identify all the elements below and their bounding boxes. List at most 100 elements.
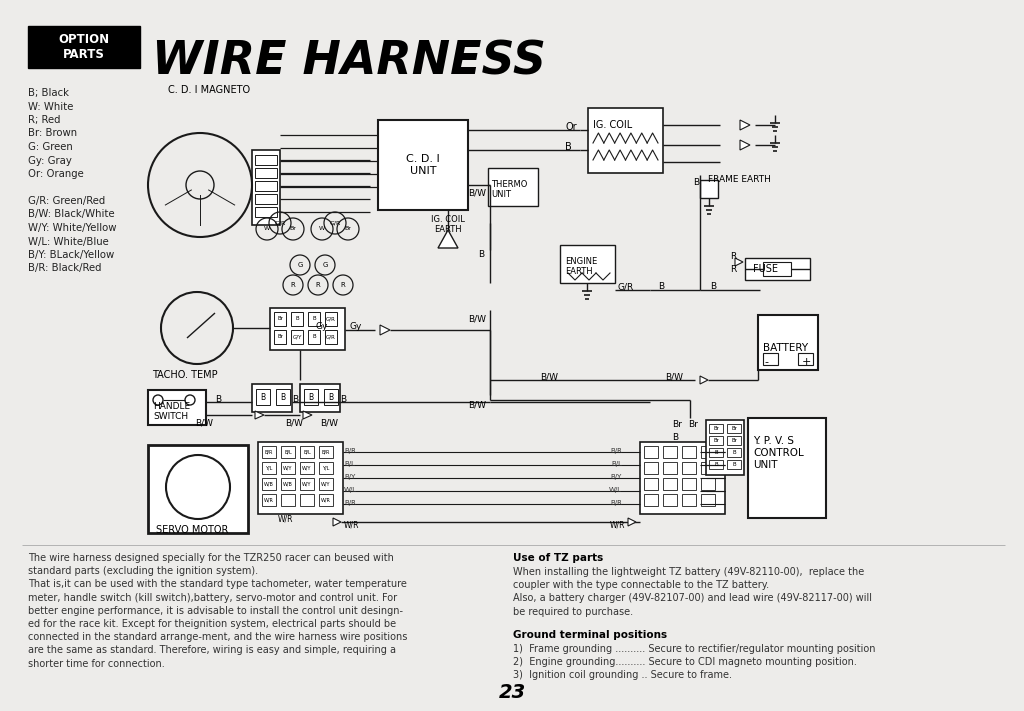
Text: coupler with the type connectable to the TZ battery.: coupler with the type connectable to the… [513,580,769,590]
Bar [281,446,295,458]
Text: G/R: G/R [330,220,341,225]
Bar [644,446,658,458]
Bar [274,330,286,344]
Bar [281,462,295,474]
Text: B; Black: B; Black [28,88,69,98]
Bar [640,442,725,514]
Polygon shape [735,258,743,266]
Bar [709,424,723,433]
Bar [763,353,778,365]
Bar [709,460,723,469]
Text: Gy: Gy [315,322,328,331]
Polygon shape [438,230,458,248]
Text: B/W: B/W [665,372,683,381]
Bar [727,436,741,445]
Text: SERVO MOTOR: SERVO MOTOR [156,525,228,535]
Bar [258,442,343,514]
Text: B: B [693,178,699,187]
Text: R: R [730,265,736,274]
Polygon shape [380,325,390,335]
Polygon shape [628,518,636,526]
Bar [252,150,280,225]
Bar [255,207,278,217]
Bar [709,436,723,445]
Text: are the same as standard. Therefore, wiring is easy and simple, requiring a: are the same as standard. Therefore, wir… [28,646,396,656]
Bar [270,308,345,350]
Text: be required to purchase.: be required to purchase. [513,606,633,616]
Bar [300,494,314,506]
Text: HANDLE
SWITCH: HANDLE SWITCH [153,402,190,422]
Text: Br: Br [713,425,719,430]
Bar [644,494,658,506]
Text: B: B [295,316,299,321]
Text: W: White: W: White [28,102,74,112]
Text: R; Red: R; Red [28,115,60,125]
Text: W: W [264,227,270,232]
Bar [588,108,663,173]
Text: B/R: Black/Red: B/R: Black/Red [28,264,101,274]
Text: W/Y: White/Yellow: W/Y: White/Yellow [28,223,117,233]
Text: B/L: B/L [284,449,292,454]
Text: W/R: W/R [278,515,294,524]
Text: B: B [312,334,315,339]
Text: W/L: W/L [609,487,622,493]
Text: ed for the race kit. Except for theignition system, electrical parts should be: ed for the race kit. Except for theignit… [28,619,396,629]
Bar [701,494,715,506]
Text: B/W: B/W [468,315,486,324]
Text: Also, a battery charger (49V-82107-00) and lead wire (49V-82117-00) will: Also, a battery charger (49V-82107-00) a… [513,594,872,604]
Text: better engine performance, it is advisable to install the control unit desingn-: better engine performance, it is advisab… [28,606,403,616]
Text: W: W [318,227,325,232]
Text: B/L: B/L [611,461,622,467]
Text: B/L: B/L [344,461,355,467]
Bar [745,258,810,280]
Text: Br: Br [731,425,737,430]
Text: B/Y: B/Y [344,474,355,480]
Text: IG. COIL
EARTH: IG. COIL EARTH [431,215,465,235]
Text: W/Y: W/Y [284,466,293,471]
Bar [300,446,314,458]
Polygon shape [333,518,341,526]
Bar [300,478,314,490]
Bar [758,315,818,370]
Text: B: B [658,282,665,291]
Text: B/W: B/W [195,418,213,427]
Text: Gy: Gy [350,322,362,331]
Bar [682,494,696,506]
Bar [262,446,276,458]
Text: Br: Br [290,227,296,232]
Bar [644,478,658,490]
Text: TACHO. TEMP: TACHO. TEMP [152,370,218,380]
Bar [325,312,337,326]
Polygon shape [700,376,708,384]
Bar [148,390,206,425]
Text: Use of TZ parts: Use of TZ parts [513,553,603,563]
Bar [319,478,333,490]
Bar [701,478,715,490]
Bar [281,478,295,490]
Text: meter, handle switch (kill switch),battery, servo-motor and control unit. For: meter, handle switch (kill switch),batte… [28,592,397,603]
Text: B/R: B/R [610,448,622,454]
Text: W/R: W/R [344,520,359,529]
Text: FRAME EARTH: FRAME EARTH [708,175,771,184]
Bar [255,155,278,165]
Text: B: B [565,142,571,152]
Text: Ground terminal positions: Ground terminal positions [513,630,667,640]
Text: 1)  Frame grounding .......... Secure to rectifier/regulator mounting position: 1) Frame grounding .......... Secure to … [513,644,876,654]
Text: B: B [329,392,334,402]
Text: B/W: B/W [468,400,486,409]
Text: G/R: G/R [326,316,336,321]
Text: B/Y: BLack/Yellow: B/Y: BLack/Yellow [28,250,115,260]
Bar [274,312,286,326]
Text: B: B [292,395,298,404]
Text: G: G [297,262,303,268]
Text: B/W: B/W [540,372,558,381]
Text: When installing the lightweight TZ battery (49V-82110-00),  replace the: When installing the lightweight TZ batte… [513,567,864,577]
Text: B: B [260,392,265,402]
Bar [252,384,292,412]
Bar [308,330,319,344]
Bar [560,245,615,283]
Text: OPTION
PARTS: OPTION PARTS [58,33,110,61]
Bar [281,494,295,506]
Text: W/Y: W/Y [322,481,331,486]
Text: C. D. I
UNIT: C. D. I UNIT [407,154,440,176]
